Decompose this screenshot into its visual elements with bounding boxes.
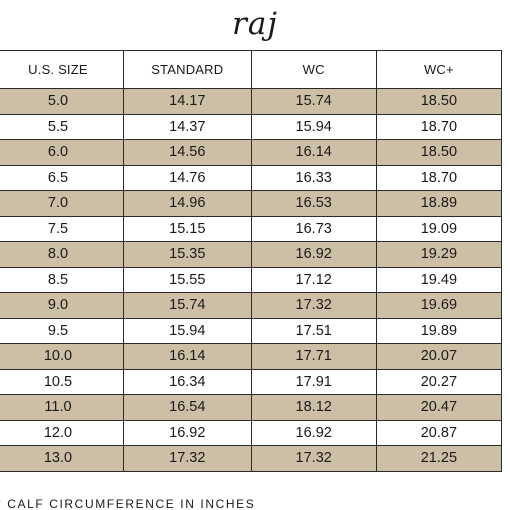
- cell-standard: 16.92: [122, 419, 252, 446]
- cell-wc: 16.33: [250, 164, 377, 191]
- table-row: 9.0 15.74 17.32 19.69: [0, 292, 503, 319]
- calf-size-table: U.S. SIZE STANDARD WC WC+ 5.0 14.17 15.74 1…: [0, 50, 503, 472]
- cell-wc: 16.14: [250, 139, 377, 166]
- table-body: 5.0 14.17 15.74 18.50 5.5 14.37 15.94 18.70 6.0 1…: [0, 88, 503, 472]
- cell-us-size: 6.5: [0, 164, 124, 191]
- table-row: 8.0 15.35 16.92 19.29: [0, 241, 503, 268]
- table-header-row: U.S. SIZE STANDARD WC WC+: [0, 50, 503, 89]
- cell-wc-plus: 20.27: [375, 368, 503, 395]
- cell-wc: 16.92: [250, 419, 377, 446]
- table-row: 5.5 14.37 15.94 18.70: [0, 113, 503, 140]
- cell-wc: 16.73: [250, 215, 377, 242]
- header-wc: WC: [250, 50, 377, 89]
- cell-us-size: 5.5: [0, 113, 124, 140]
- cell-wc-plus: 20.87: [375, 419, 503, 446]
- cell-wc-plus: 18.50: [375, 139, 503, 166]
- cell-wc: 17.32: [250, 292, 377, 319]
- cell-us-size: 7.5: [0, 215, 124, 242]
- table-row: 11.0 16.54 18.12 20.47: [0, 394, 503, 421]
- cell-wc: 17.51: [250, 317, 377, 344]
- table-row: 8.5 15.55 17.12 19.49: [0, 266, 503, 293]
- cell-us-size: 7.0: [0, 190, 124, 217]
- cell-wc: 16.53: [250, 190, 377, 217]
- table-row: 10.0 16.14 17.71 20.07: [0, 343, 503, 370]
- cell-us-size: 10.5: [0, 368, 124, 395]
- cell-wc: 17.71: [250, 343, 377, 370]
- cell-standard: 14.37: [122, 113, 252, 140]
- cell-standard: 14.76: [122, 164, 252, 191]
- cell-us-size: 10.0: [0, 343, 124, 370]
- cell-wc-plus: 19.69: [375, 292, 503, 319]
- brand-logo: raj: [232, 6, 278, 42]
- cell-standard: 14.96: [122, 190, 252, 217]
- header-us-size: U.S. SIZE: [0, 50, 124, 89]
- cell-standard: 15.35: [122, 241, 252, 268]
- table-row: 9.5 15.94 17.51 19.89: [0, 317, 503, 344]
- cell-wc: 15.94: [250, 113, 377, 140]
- cell-wc-plus: 19.29: [375, 241, 503, 268]
- cell-us-size: 12.0: [0, 419, 124, 446]
- cell-wc-plus: 18.50: [375, 88, 503, 115]
- header-wc-plus: WC+: [375, 50, 503, 89]
- table-row: 10.5 16.34 17.91 20.27: [0, 368, 503, 395]
- cell-wc: 15.74: [250, 88, 377, 115]
- cell-us-size: 9.0: [0, 292, 124, 319]
- cell-standard: 14.17: [122, 88, 252, 115]
- cell-us-size: 8.0: [0, 241, 124, 268]
- cell-standard: 14.56: [122, 139, 252, 166]
- cell-wc-plus: 19.49: [375, 266, 503, 293]
- cell-standard: 15.94: [122, 317, 252, 344]
- cell-us-size: 9.5: [0, 317, 124, 344]
- cell-standard: 15.55: [122, 266, 252, 293]
- cell-standard: 15.74: [122, 292, 252, 319]
- cell-us-size: 11.0: [0, 394, 124, 421]
- cell-us-size: 8.5: [0, 266, 124, 293]
- cell-wc-plus: 18.70: [375, 164, 503, 191]
- header-standard: STANDARD: [122, 50, 252, 89]
- table-row: 12.0 16.92 16.92 20.87: [0, 419, 503, 446]
- table-row: 6.0 14.56 16.14 18.50: [0, 139, 503, 166]
- cell-wc: 17.12: [250, 266, 377, 293]
- cell-us-size: 6.0: [0, 139, 124, 166]
- cell-standard: 17.32: [122, 445, 252, 472]
- cell-wc-plus: 18.70: [375, 113, 503, 140]
- cell-wc-plus: 20.07: [375, 343, 503, 370]
- cell-wc-plus: 19.09: [375, 215, 503, 242]
- cell-wc-plus: 21.25: [375, 445, 503, 472]
- table-row: 7.0 14.96 16.53 18.89: [0, 190, 503, 217]
- table-row: 5.0 14.17 15.74 18.50: [0, 88, 503, 115]
- cell-standard: 16.54: [122, 394, 252, 421]
- cell-wc-plus: 19.89: [375, 317, 503, 344]
- table-row: 6.5 14.76 16.33 18.70: [0, 164, 503, 191]
- cell-standard: 16.14: [122, 343, 252, 370]
- cell-wc: 17.91: [250, 368, 377, 395]
- cell-wc-plus: 20.47: [375, 394, 503, 421]
- cell-wc-plus: 18.89: [375, 190, 503, 217]
- table-row: 13.0 17.32 17.32 21.25: [0, 445, 503, 472]
- cell-us-size: 13.0: [0, 445, 124, 472]
- table-row: 7.5 15.15 16.73 19.09: [0, 215, 503, 242]
- cell-wc: 17.32: [250, 445, 377, 472]
- footnote: * CALF CIRCUMFERENCE IN INCHES: [0, 497, 256, 510]
- cell-wc: 16.92: [250, 241, 377, 268]
- cell-standard: 16.34: [122, 368, 252, 395]
- cell-us-size: 5.0: [0, 88, 124, 115]
- cell-standard: 15.15: [122, 215, 252, 242]
- cell-wc: 18.12: [250, 394, 377, 421]
